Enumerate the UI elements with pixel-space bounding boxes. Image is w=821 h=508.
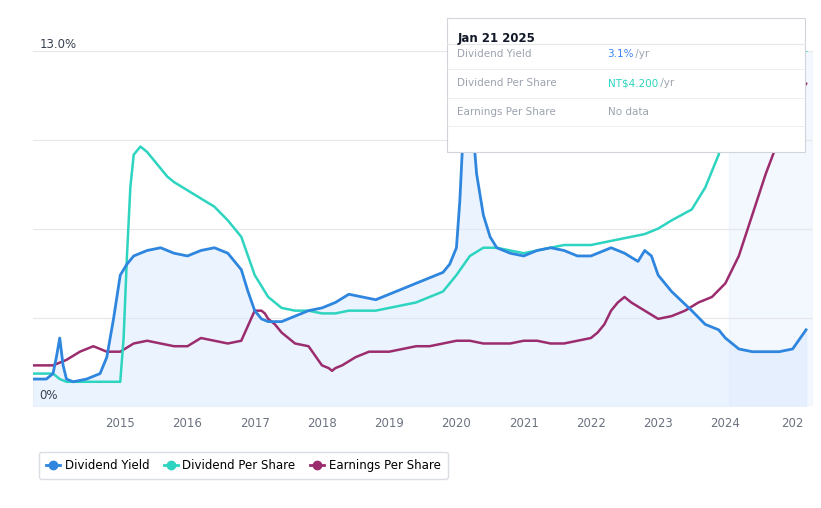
Bar xyxy=(729,51,813,406)
Text: Dividend Per Share: Dividend Per Share xyxy=(457,78,557,88)
Text: Earnings Per Share: Earnings Per Share xyxy=(457,107,556,117)
Text: 3.1%: 3.1% xyxy=(608,49,634,59)
Text: NT$4.200: NT$4.200 xyxy=(608,78,658,88)
Text: No data: No data xyxy=(608,107,649,117)
Text: Jan 21 2025: Jan 21 2025 xyxy=(457,32,535,45)
Text: 13.0%: 13.0% xyxy=(39,38,76,51)
Text: /yr: /yr xyxy=(657,78,674,88)
Legend: Dividend Yield, Dividend Per Share, Earnings Per Share: Dividend Yield, Dividend Per Share, Earn… xyxy=(39,452,447,479)
Text: /yr: /yr xyxy=(632,49,649,59)
Text: 0%: 0% xyxy=(39,389,58,402)
Text: Dividend Yield: Dividend Yield xyxy=(457,49,532,59)
Text: Past: Past xyxy=(736,69,760,82)
